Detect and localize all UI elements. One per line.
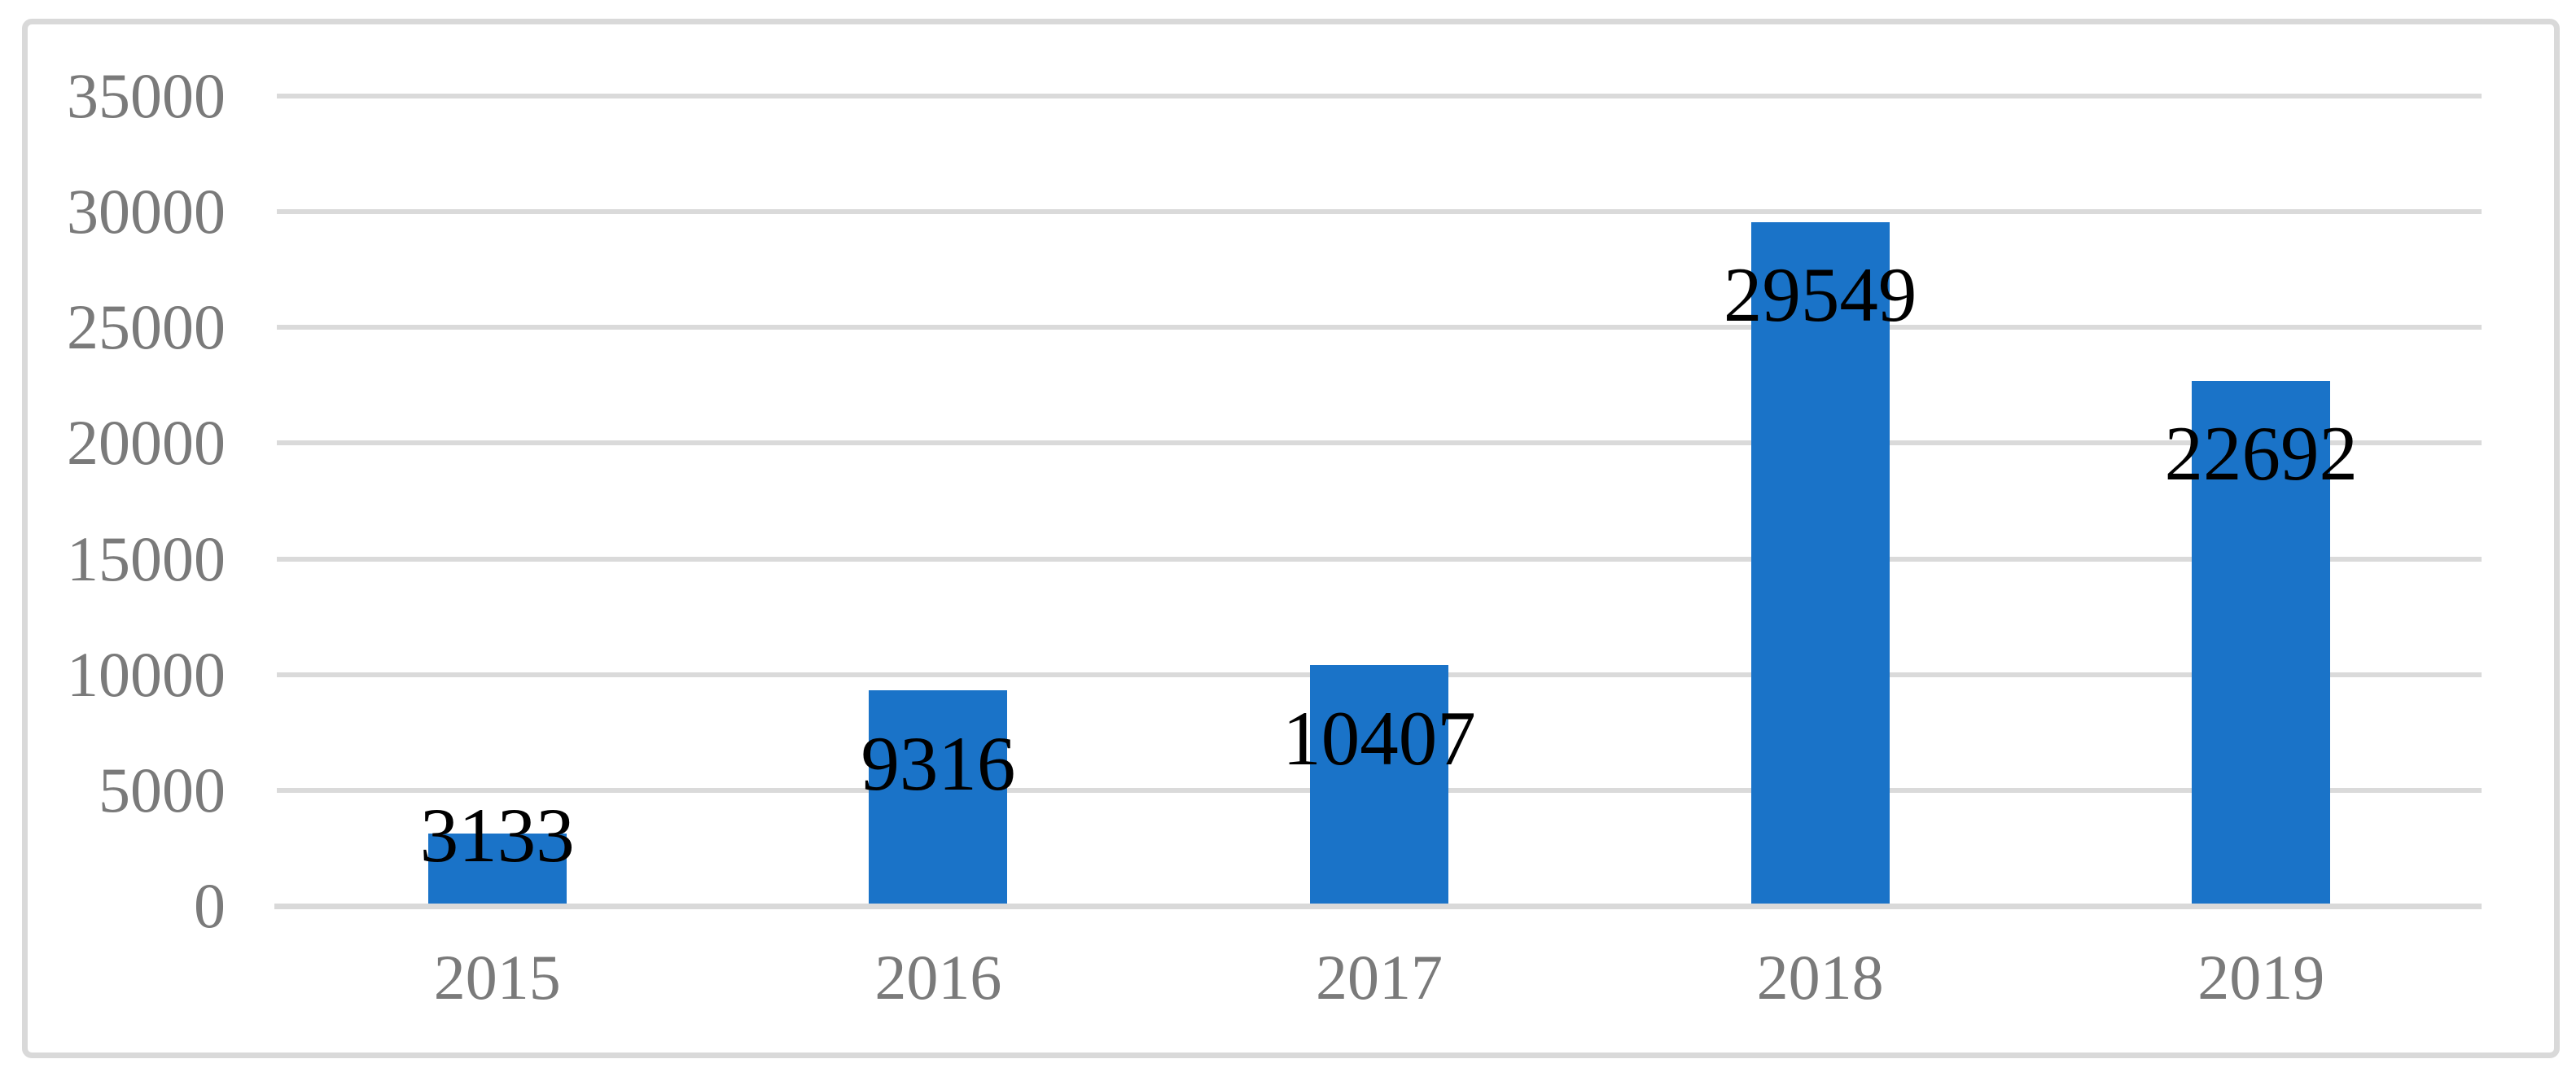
bar-2015 bbox=[427, 833, 567, 906]
gridline bbox=[277, 94, 2482, 98]
y-axis-tick-label: 25000 bbox=[67, 291, 226, 363]
y-axis-tick-label: 30000 bbox=[67, 176, 226, 247]
gridline bbox=[277, 556, 2482, 562]
gridline bbox=[277, 325, 2482, 330]
bar-value-label: 22692 bbox=[2164, 410, 2358, 497]
gridline bbox=[277, 440, 2482, 446]
bar-2018 bbox=[1750, 221, 1890, 906]
chart-frame bbox=[22, 19, 2560, 1058]
y-axis-tick-label: 20000 bbox=[67, 407, 226, 479]
y-axis-tick-label: 10000 bbox=[67, 638, 226, 710]
x-axis-label-2019: 2019 bbox=[2197, 942, 2325, 1013]
bar-2017 bbox=[1310, 665, 1448, 906]
y-axis-tick-label: 5000 bbox=[99, 754, 226, 825]
y-axis-tick-label: 15000 bbox=[67, 523, 226, 594]
x-axis-label-2015: 2015 bbox=[433, 942, 561, 1013]
y-axis-tick-label: 0 bbox=[194, 870, 226, 941]
bar-2016 bbox=[869, 690, 1008, 906]
x-axis-label-2016: 2016 bbox=[874, 942, 1002, 1013]
bar-value-label: 29549 bbox=[1723, 252, 1917, 339]
y-axis-tick-label: 35000 bbox=[67, 60, 226, 131]
bar-value-label: 9316 bbox=[861, 720, 1016, 807]
bar-value-label: 10407 bbox=[1282, 694, 1476, 781]
x-axis-label-2018: 2018 bbox=[1756, 942, 1884, 1013]
x-axis-line bbox=[274, 904, 2482, 909]
bar-2019 bbox=[2192, 380, 2331, 906]
x-axis-label-2017: 2017 bbox=[1316, 942, 1443, 1013]
bar-value-label: 3133 bbox=[419, 792, 575, 879]
gridline bbox=[277, 209, 2482, 215]
